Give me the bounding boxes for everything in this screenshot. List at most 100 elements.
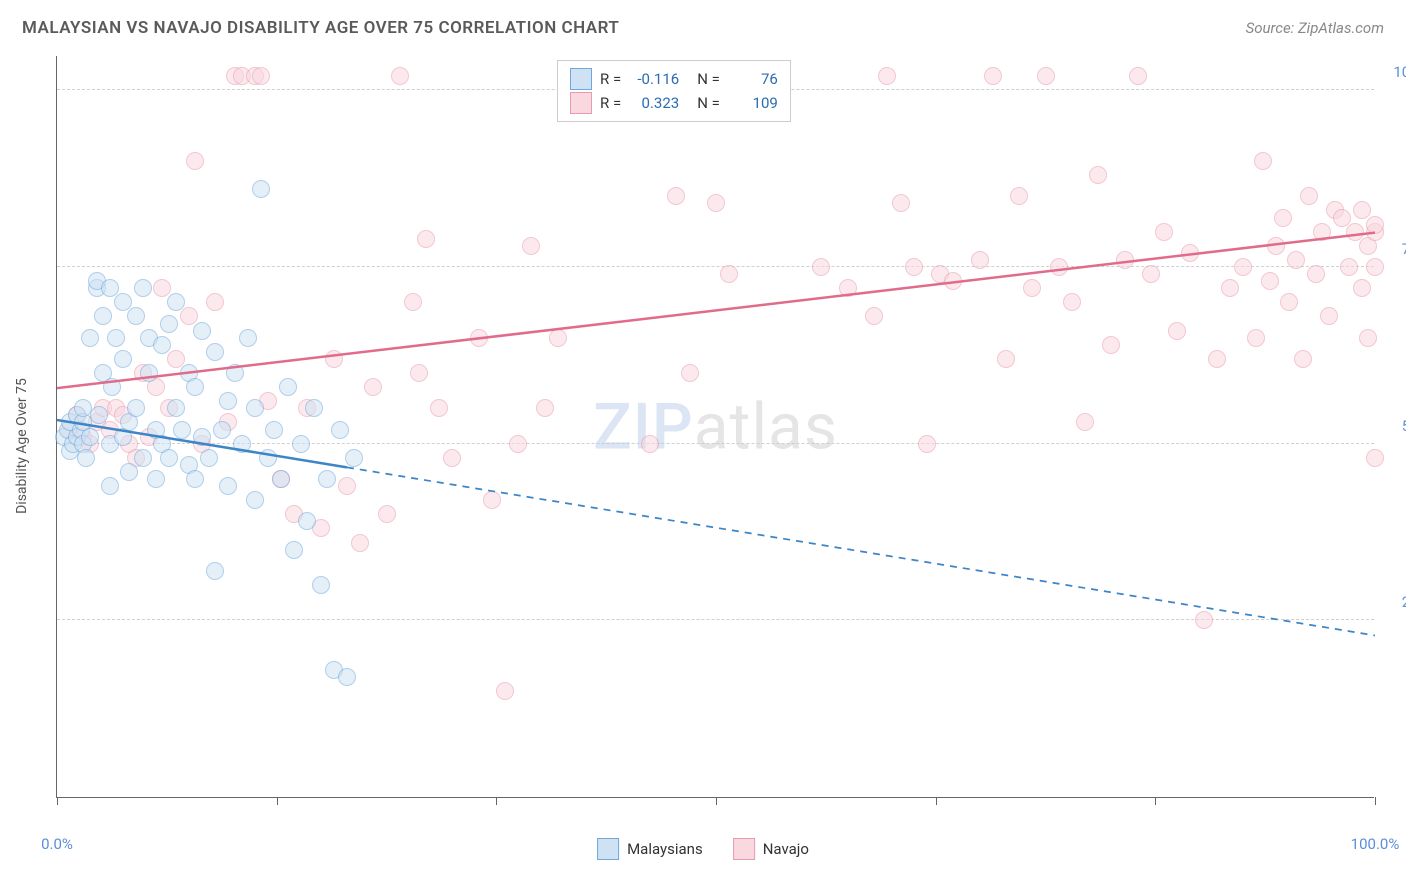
data-point bbox=[252, 67, 270, 85]
data-point bbox=[226, 364, 244, 382]
data-point bbox=[213, 421, 231, 439]
data-point bbox=[338, 477, 356, 495]
data-point bbox=[147, 470, 165, 488]
stats-legend: R =-0.116N =76R =0.323N =109 bbox=[557, 60, 791, 122]
data-point bbox=[298, 512, 316, 530]
data-point bbox=[971, 251, 989, 269]
data-point bbox=[1254, 152, 1272, 170]
data-point bbox=[272, 470, 290, 488]
data-point bbox=[186, 152, 204, 170]
data-point bbox=[720, 265, 738, 283]
x-tick bbox=[716, 797, 717, 805]
n-label: N = bbox=[697, 94, 720, 112]
data-point bbox=[285, 541, 303, 559]
y-tick-label: 25.0% bbox=[1382, 593, 1406, 611]
chart-title: MALAYSIAN VS NAVAJO DISABILITY AGE OVER … bbox=[22, 18, 619, 38]
data-point bbox=[1366, 258, 1384, 276]
data-point bbox=[1181, 244, 1199, 262]
data-point bbox=[279, 378, 297, 396]
data-point bbox=[892, 194, 910, 212]
data-point bbox=[77, 449, 95, 467]
data-point bbox=[338, 668, 356, 686]
data-point bbox=[1010, 187, 1028, 205]
data-point bbox=[265, 421, 283, 439]
data-point bbox=[167, 399, 185, 417]
data-point bbox=[522, 237, 540, 255]
data-point bbox=[1116, 251, 1134, 269]
data-point bbox=[1300, 187, 1318, 205]
data-point bbox=[193, 428, 211, 446]
data-point bbox=[1261, 272, 1279, 290]
data-point bbox=[246, 399, 264, 417]
data-point bbox=[173, 421, 191, 439]
data-point bbox=[1050, 258, 1068, 276]
data-point bbox=[103, 378, 121, 396]
data-point bbox=[364, 378, 382, 396]
data-point bbox=[1247, 329, 1265, 347]
r-label: R = bbox=[600, 94, 621, 112]
data-point bbox=[94, 307, 112, 325]
data-point bbox=[345, 449, 363, 467]
data-point bbox=[681, 364, 699, 382]
data-point bbox=[1333, 209, 1351, 227]
data-point bbox=[1320, 307, 1338, 325]
data-point bbox=[1234, 258, 1252, 276]
data-point bbox=[81, 428, 99, 446]
data-point bbox=[200, 449, 218, 467]
legend-swatch bbox=[570, 68, 592, 90]
data-point bbox=[378, 505, 396, 523]
y-axis-label: Disability Age Over 75 bbox=[14, 378, 30, 514]
legend-label: Navajo bbox=[763, 840, 809, 858]
data-point bbox=[180, 307, 198, 325]
trendlines-layer bbox=[57, 56, 1375, 798]
x-tick bbox=[496, 797, 497, 805]
data-point bbox=[905, 258, 923, 276]
data-point bbox=[160, 449, 178, 467]
data-point bbox=[318, 470, 336, 488]
data-point bbox=[1366, 216, 1384, 234]
data-point bbox=[206, 343, 224, 361]
x-tick bbox=[1375, 797, 1376, 805]
y-tick-label: 75.0% bbox=[1382, 240, 1406, 258]
data-point bbox=[430, 399, 448, 417]
data-point bbox=[114, 350, 132, 368]
data-point bbox=[470, 329, 488, 347]
data-point bbox=[325, 350, 343, 368]
data-point bbox=[134, 279, 152, 297]
n-label: N = bbox=[697, 70, 720, 88]
data-point bbox=[1313, 223, 1331, 241]
data-point bbox=[1195, 611, 1213, 629]
data-point bbox=[1359, 329, 1377, 347]
data-point bbox=[292, 435, 310, 453]
data-point bbox=[120, 463, 138, 481]
x-tick bbox=[936, 797, 937, 805]
x-tick-label: 0.0% bbox=[41, 835, 73, 853]
r-value: -0.116 bbox=[629, 70, 679, 88]
data-point bbox=[509, 435, 527, 453]
data-point bbox=[259, 449, 277, 467]
data-point bbox=[404, 293, 422, 311]
data-point bbox=[351, 534, 369, 552]
legend-row: R =-0.116N =76 bbox=[570, 67, 778, 91]
data-point bbox=[1353, 201, 1371, 219]
data-point bbox=[391, 67, 409, 85]
x-tick bbox=[57, 797, 58, 805]
data-point bbox=[219, 477, 237, 495]
x-tick-label: 100.0% bbox=[1351, 835, 1400, 853]
trendline-dashed bbox=[347, 467, 1375, 635]
data-point bbox=[1366, 449, 1384, 467]
data-point bbox=[1102, 336, 1120, 354]
data-point bbox=[1129, 67, 1147, 85]
data-point bbox=[153, 279, 171, 297]
gridline bbox=[57, 443, 1374, 444]
data-point bbox=[1208, 350, 1226, 368]
data-point bbox=[101, 279, 119, 297]
legend-swatch bbox=[597, 838, 619, 860]
legend-row: R =0.323N =109 bbox=[570, 91, 778, 115]
data-point bbox=[81, 329, 99, 347]
legend-item: Malaysians bbox=[597, 838, 703, 860]
data-point bbox=[167, 350, 185, 368]
data-point bbox=[140, 364, 158, 382]
data-point bbox=[107, 329, 125, 347]
data-point bbox=[186, 378, 204, 396]
